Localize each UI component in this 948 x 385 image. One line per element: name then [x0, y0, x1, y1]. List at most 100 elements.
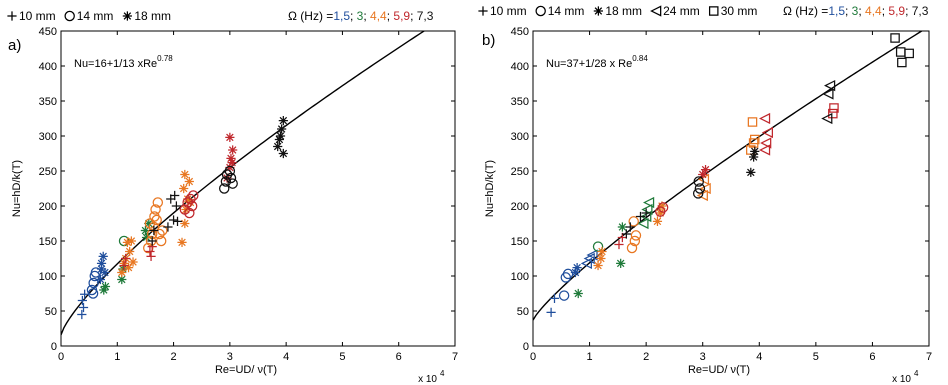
- data-point: [693, 176, 704, 187]
- data-point: [121, 253, 131, 264]
- data-point: [824, 79, 836, 92]
- data-point: [586, 249, 598, 261]
- x-tick-label: 6: [869, 351, 875, 363]
- y-axis-label: Nu=hD/k(T): [11, 160, 23, 217]
- data-point: [145, 246, 155, 257]
- data-points: [77, 116, 288, 320]
- data-point: [98, 251, 108, 261]
- data-point: [87, 288, 99, 299]
- data-point: [128, 257, 138, 267]
- data-point: [117, 274, 127, 285]
- data-point: [657, 201, 667, 211]
- data-point: [747, 117, 758, 127]
- data-point: [144, 218, 156, 229]
- x-axis-label: Re=UD/ ν(T): [688, 364, 750, 376]
- data-point: [80, 289, 90, 299]
- panel-a: 0 1 2 3 4 5 6 7 0 50 100 150 200 250 300 350 400 450 Re=UD…: [7, 9, 458, 385]
- x-tick-label: 3: [700, 351, 706, 363]
- data-point: [592, 241, 604, 252]
- data-point: [277, 124, 287, 134]
- data-point: [597, 246, 607, 257]
- x-tick-label: 3: [227, 351, 233, 363]
- fit-curve: [533, 31, 924, 321]
- data-points: [546, 33, 914, 317]
- data-point: [186, 200, 198, 212]
- y-tick-label: 250: [39, 166, 57, 178]
- data-point: [562, 268, 574, 280]
- data-point: [700, 165, 711, 175]
- data-point: [698, 169, 708, 180]
- data-point: [546, 307, 556, 317]
- data-point: [278, 148, 288, 159]
- y-tick-label: 300: [511, 131, 529, 143]
- data-point: [170, 190, 180, 201]
- y-tick-label: 0: [523, 341, 529, 353]
- y-tick-label: 450: [511, 26, 529, 38]
- data-point: [146, 251, 156, 261]
- legend-marker-plus-icon: [7, 11, 17, 21]
- data-point: [628, 216, 639, 227]
- x-tick-label: 1: [114, 351, 120, 363]
- data-point: [219, 183, 230, 194]
- data-point: [168, 215, 179, 225]
- legend-marker-label: 10 mm: [490, 4, 527, 18]
- data-point: [580, 257, 592, 270]
- legend-marker-label: 30 mm: [721, 4, 758, 18]
- data-point: [177, 237, 187, 247]
- data-point: [123, 263, 134, 273]
- data-point: [188, 190, 199, 201]
- data-point: [184, 207, 195, 219]
- data-point: [152, 197, 164, 208]
- data-point: [657, 202, 669, 213]
- data-point: [749, 134, 760, 145]
- data-point: [226, 153, 236, 163]
- data-point: [171, 201, 181, 211]
- data-point: [760, 137, 772, 149]
- y-tick-label: 350: [39, 96, 57, 108]
- data-point: [224, 165, 236, 177]
- data-point: [655, 208, 665, 218]
- frequency-legend-item: 7,3: [912, 4, 929, 18]
- data-point: [275, 131, 286, 141]
- y-tick-label: 450: [39, 26, 57, 38]
- data-point: [572, 263, 582, 273]
- plot-frame: [60, 30, 456, 347]
- data-point: [119, 260, 129, 271]
- data-point: [100, 281, 111, 292]
- correlation-label: Nu=37+1/28 x Re0.84: [546, 54, 648, 70]
- data-point: [154, 228, 165, 240]
- data-point: [143, 242, 154, 254]
- x-tick-label: 2: [171, 351, 177, 363]
- data-point: [227, 158, 237, 168]
- data-point: [77, 295, 87, 306]
- data-point: [692, 188, 704, 199]
- data-point: [222, 173, 232, 183]
- frequency-legend-item: 3: [852, 4, 859, 18]
- frequency-legend-item: 4,4: [370, 9, 387, 23]
- y-tick-label: 200: [511, 201, 529, 213]
- x-tick-label: 6: [396, 351, 402, 363]
- data-point: [122, 237, 133, 247]
- y-tick-label: 150: [511, 236, 529, 248]
- y-tick-label: 400: [511, 61, 529, 73]
- frequency-legend-item: 4,4: [865, 4, 882, 18]
- legend-marker-label: 18 mm: [605, 4, 642, 18]
- data-point: [225, 172, 237, 184]
- data-point: [172, 216, 183, 226]
- frequency-legend-item: 1,5: [828, 4, 845, 18]
- data-point: [549, 293, 560, 303]
- x-tick-label: 4: [756, 351, 762, 363]
- x-tick-label: 0: [530, 351, 536, 363]
- data-point: [140, 225, 151, 236]
- legend-marker-asterisk-icon: [593, 6, 603, 16]
- data-point: [625, 222, 635, 232]
- data-point: [185, 193, 196, 205]
- data-point: [95, 274, 105, 285]
- data-point: [179, 183, 189, 194]
- panel-label: a): [8, 37, 21, 54]
- frequency-legend-item: 7,3: [417, 9, 434, 23]
- data-point: [629, 235, 641, 247]
- data-point: [652, 216, 663, 226]
- legend-marker-circle-icon: [64, 10, 75, 22]
